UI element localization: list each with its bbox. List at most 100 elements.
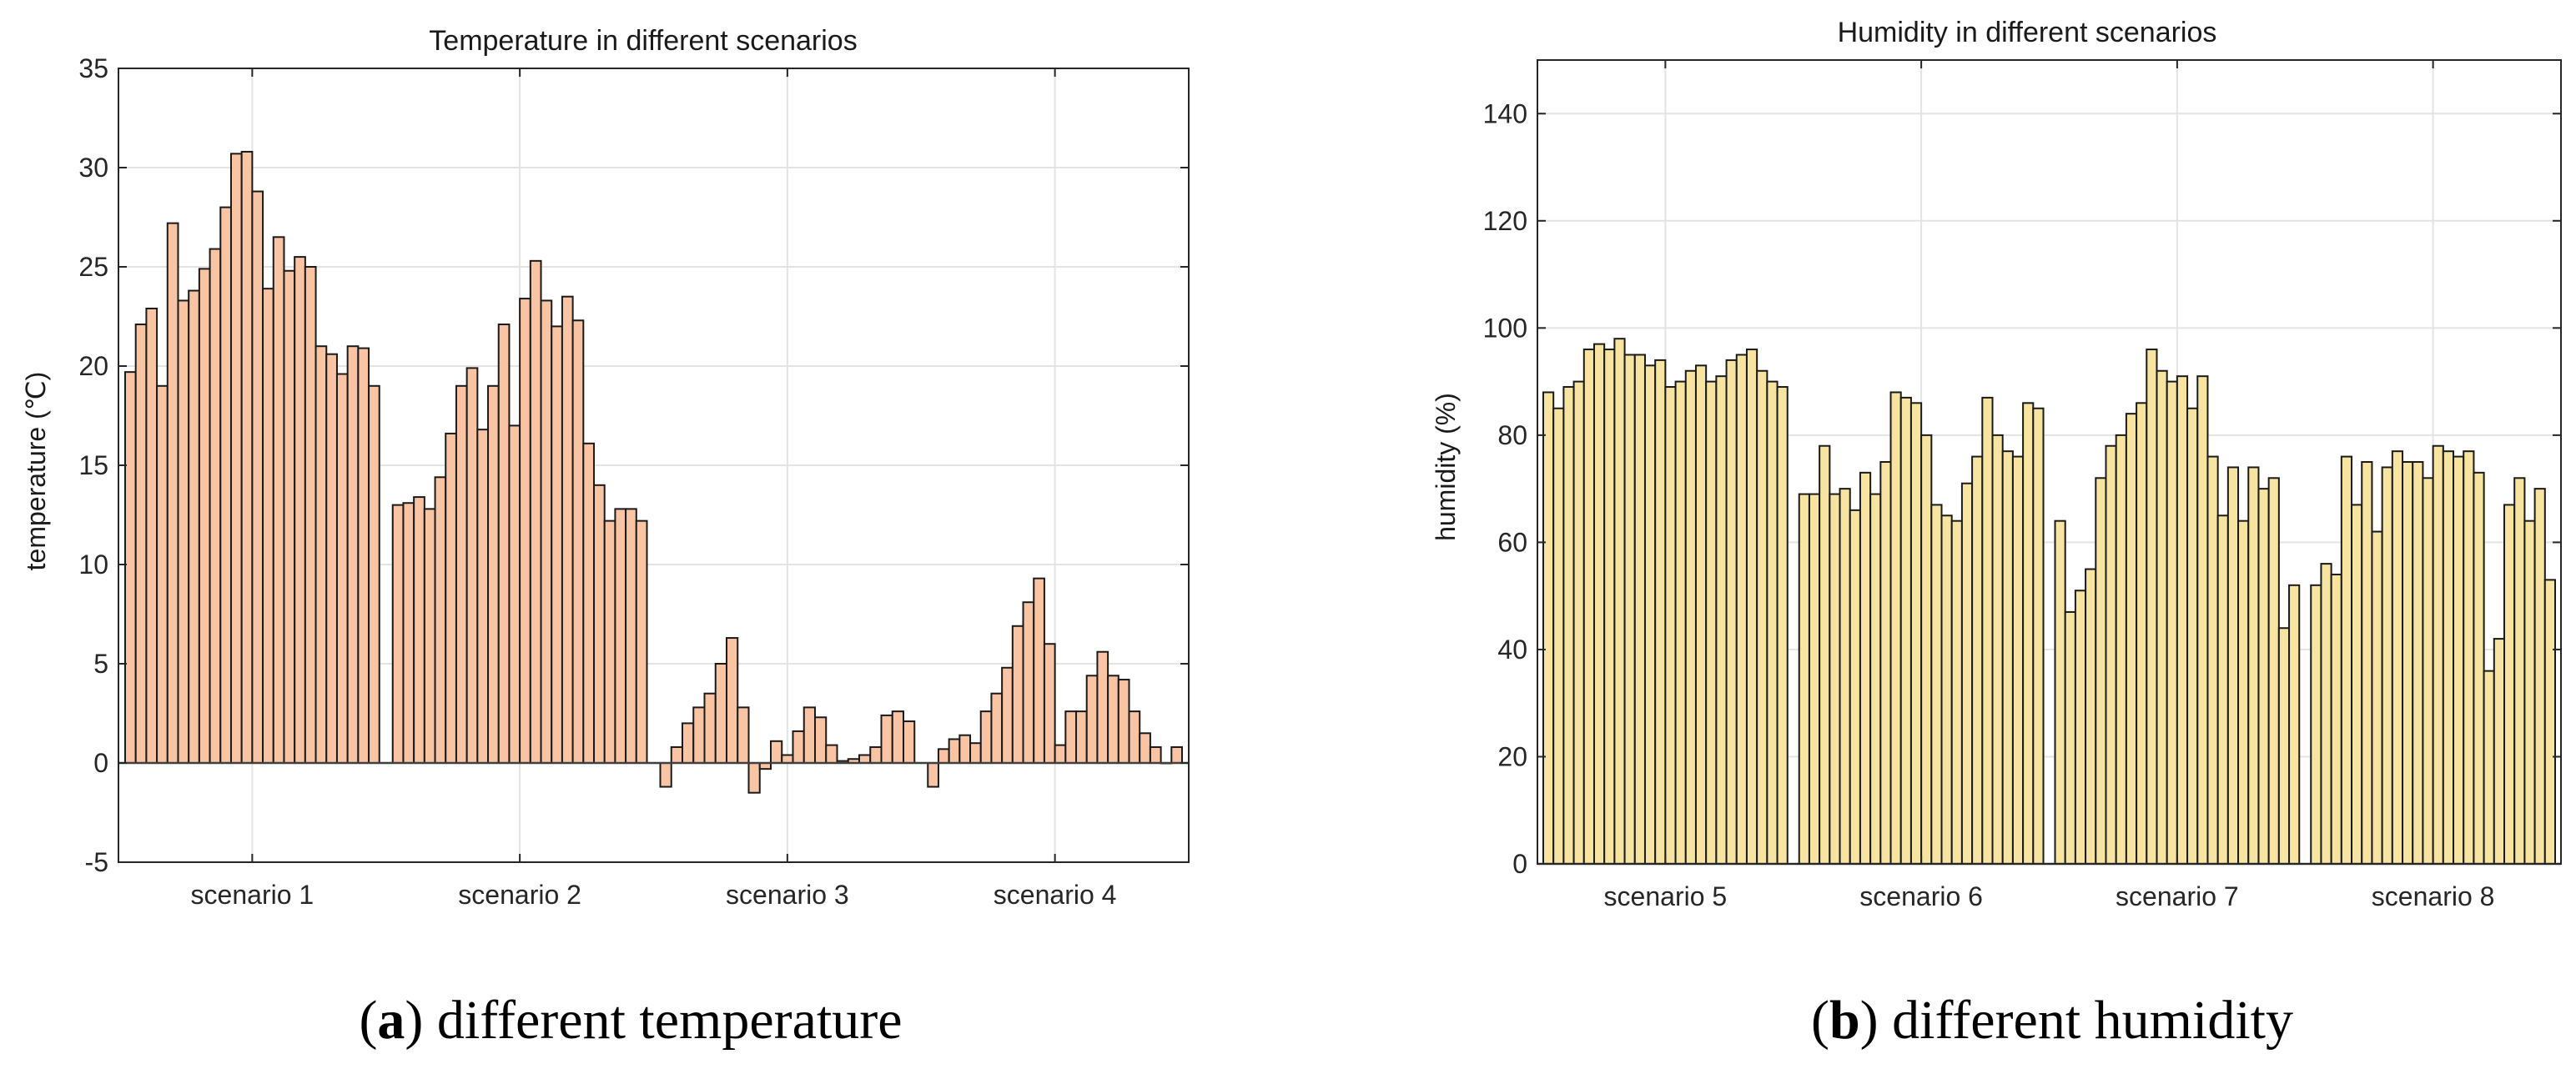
humidity-bar — [1819, 444, 1831, 865]
temperature-bar — [792, 730, 805, 764]
humidity-bar — [1991, 434, 2004, 865]
humidity-bar — [2473, 471, 2485, 865]
temperature-bar — [1033, 577, 1045, 764]
humidity-bar — [2351, 504, 2363, 865]
humidity-bar — [1766, 380, 1779, 866]
humidity-bar — [2247, 466, 2260, 865]
humidity-bar — [2483, 670, 2495, 866]
temperature-caption: (a) different temperature — [359, 990, 902, 1051]
humidity-bar — [1674, 380, 1687, 866]
humidity-y-tick-label: 40 — [1497, 635, 1527, 665]
temperature-bar — [891, 710, 904, 764]
temperature-bar — [969, 742, 982, 765]
humidity-bar — [1756, 369, 1768, 865]
temperature-bar — [177, 299, 190, 764]
temperature-bar — [540, 299, 553, 764]
humidity-bar — [2513, 477, 2526, 866]
humidity-bar — [2001, 450, 2014, 866]
humidity-bar — [1684, 369, 1697, 865]
temperature-y-tick-label: 35 — [78, 53, 108, 83]
humidity-bar — [1735, 354, 1748, 866]
humidity-bar — [2206, 455, 2219, 865]
temperature-bar — [219, 206, 232, 765]
temperature-bar — [682, 722, 695, 765]
humidity-bar — [2136, 402, 2148, 865]
temperature-bar — [903, 720, 916, 765]
humidity-bar — [1859, 471, 1872, 865]
temperature-bar — [869, 745, 883, 765]
temperature-bar — [593, 484, 606, 764]
humidity-bar — [2288, 584, 2301, 865]
temperature-bar — [476, 429, 490, 764]
humidity-bar — [2432, 444, 2444, 865]
humidity-y-axis-label: humidity (%) — [1431, 393, 1461, 541]
humidity-bar — [1899, 396, 1912, 865]
temperature-bar — [1117, 679, 1130, 764]
humidity-bar — [2022, 402, 2035, 865]
humidity-bar — [2503, 504, 2516, 865]
humidity-caption: (b) different humidity — [1811, 990, 2293, 1051]
temperature-bar — [1170, 745, 1184, 765]
temperature-bar — [1107, 675, 1119, 765]
temperature-bar — [1149, 745, 1162, 765]
temperature-bar — [1001, 666, 1014, 765]
temperature-bar — [402, 502, 415, 764]
temperature-bar — [781, 754, 794, 764]
temperature-y-tick-label: 30 — [78, 153, 108, 183]
temperature-bar — [272, 236, 285, 764]
humidity-bar — [1971, 455, 1984, 865]
humidity-bar — [1633, 354, 1646, 866]
humidity-y-tick-label: 20 — [1497, 741, 1527, 771]
temperature-bar — [937, 748, 950, 765]
temperature-bar — [625, 508, 637, 764]
humidity-category-label: scenario 6 — [1859, 881, 1983, 911]
humidity-bar — [2216, 514, 2229, 866]
humidity-bar — [1930, 504, 1943, 865]
humidity-bar — [1603, 349, 1616, 866]
humidity-bar — [2176, 375, 2189, 866]
temperature-bar — [209, 248, 222, 764]
humidity-bar — [2074, 590, 2087, 865]
temperature-bar — [124, 371, 137, 764]
temperature-bar — [1043, 643, 1056, 765]
humidity-bar — [2095, 477, 2107, 866]
temperature-bar — [770, 740, 783, 765]
humidity-bar — [2105, 444, 2117, 865]
temperature-category-label: scenario 2 — [458, 880, 581, 910]
temperature-bar — [1128, 710, 1141, 764]
humidity-bar — [2402, 461, 2414, 865]
humidity-bar — [2277, 627, 2291, 865]
humidity-bar — [2463, 450, 2475, 866]
temperature-caption-text: different temperature — [437, 990, 903, 1051]
humidity-bar — [1542, 391, 1555, 865]
humidity-plot-frame — [1537, 59, 2562, 865]
temperature-bar — [1022, 601, 1035, 764]
humidity-bar — [2391, 450, 2404, 866]
temperature-category-label: scenario 1 — [191, 880, 314, 910]
temperature-bar — [979, 710, 993, 764]
temperature-bar — [529, 259, 542, 764]
temperature-bar — [1085, 675, 1099, 765]
humidity-bar — [1562, 386, 1575, 865]
temperature-category-label: scenario 4 — [994, 880, 1117, 910]
humidity-bar — [2543, 579, 2557, 865]
humidity-bar — [2523, 519, 2536, 865]
temperature-bar — [1096, 650, 1109, 764]
humidity-bar — [2115, 434, 2127, 865]
humidity-bar — [2125, 413, 2138, 866]
humidity-y-tick-label: 0 — [1512, 849, 1527, 879]
temperature-bar — [423, 508, 436, 764]
humidity-bar — [1940, 514, 1953, 866]
temperature-bar — [1139, 732, 1151, 764]
humidity-y-tick-label: 80 — [1497, 420, 1527, 450]
temperature-bar — [487, 384, 500, 764]
humidity-caption-text: different humidity — [1892, 990, 2293, 1051]
temperature-y-tick-label: 25 — [78, 252, 108, 282]
temperature-bar — [990, 692, 1004, 765]
temperature-caption-letter: a — [377, 990, 405, 1051]
humidity-bar — [2371, 530, 2383, 865]
temperature-y-tick-label: 10 — [78, 550, 108, 580]
humidity-bar — [1849, 509, 1861, 866]
temperature-y-tick-label: 0 — [93, 748, 108, 778]
temperature-bar — [635, 519, 648, 764]
